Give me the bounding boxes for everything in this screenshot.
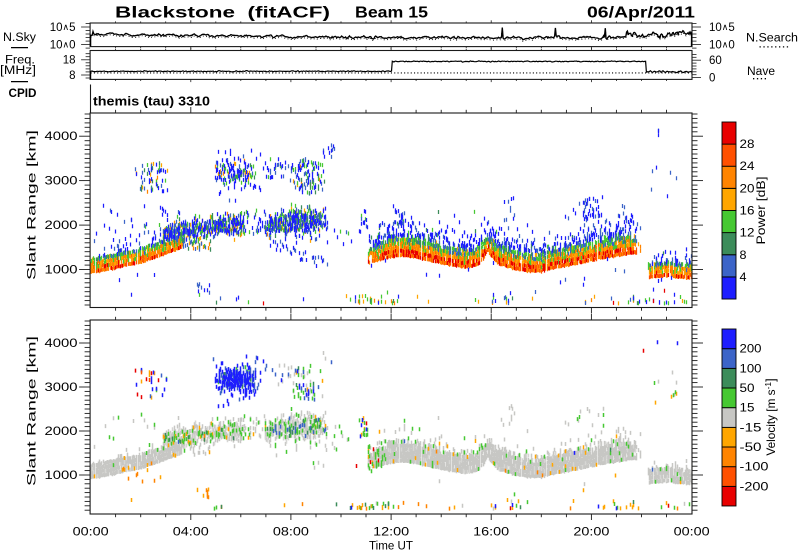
svg-text:10∧5: 10∧5 — [50, 22, 76, 34]
svg-text:18: 18 — [63, 55, 76, 67]
svg-text:Nave: Nave — [747, 66, 775, 78]
svg-text:-100: -100 — [740, 462, 769, 474]
svg-text:4000: 4000 — [45, 131, 78, 143]
svg-text:10∧5: 10∧5 — [709, 22, 735, 34]
svg-text:8: 8 — [740, 250, 747, 262]
svg-text:16: 16 — [740, 206, 755, 218]
svg-text:08:00: 08:00 — [273, 527, 309, 539]
svg-text:Blackstone (fitACF): Blackstone (fitACF) — [115, 5, 330, 22]
svg-text:[MHz]: [MHz] — [0, 65, 36, 77]
svg-text:N.Sky: N.Sky — [3, 32, 36, 44]
svg-text:00:00: 00:00 — [674, 527, 710, 539]
svg-text:00:00: 00:00 — [73, 527, 109, 539]
svg-text:12:00: 12:00 — [373, 527, 409, 539]
svg-text:2000: 2000 — [45, 220, 78, 232]
svg-text:Power [dB]: Power [dB] — [754, 177, 768, 245]
svg-text:60: 60 — [709, 55, 722, 67]
svg-text:04:00: 04:00 — [173, 527, 209, 539]
svg-text:CPID: CPID — [9, 88, 37, 100]
svg-text:0: 0 — [709, 72, 715, 84]
svg-text:Slant Range [km]: Slant Range [km] — [27, 130, 39, 280]
svg-text:Beam 15: Beam 15 — [355, 5, 428, 22]
svg-text:20: 20 — [740, 183, 755, 195]
svg-text:3000: 3000 — [45, 176, 78, 188]
svg-text:15: 15 — [740, 403, 755, 415]
svg-text:24: 24 — [740, 161, 756, 173]
svg-text:16:00: 16:00 — [473, 527, 509, 539]
svg-text:Freq.: Freq. — [5, 55, 35, 67]
svg-text:themis (tau) 3310: themis (tau) 3310 — [93, 95, 210, 109]
svg-text:-50: -50 — [740, 442, 762, 454]
svg-text:Velocity [m s-1]: Velocity [m s-1] — [763, 378, 778, 455]
svg-text:Time UT: Time UT — [369, 541, 413, 553]
svg-text:4000: 4000 — [45, 338, 78, 350]
svg-text:N.Search: N.Search — [746, 32, 798, 44]
svg-text:10∧0: 10∧0 — [50, 39, 76, 51]
svg-text:8: 8 — [69, 70, 75, 82]
svg-text:20:00: 20:00 — [573, 527, 609, 539]
svg-text:50: 50 — [740, 383, 755, 395]
svg-text:1000: 1000 — [45, 265, 78, 277]
svg-text:4: 4 — [740, 272, 748, 284]
svg-text:-200: -200 — [740, 481, 769, 493]
svg-text:12: 12 — [740, 228, 755, 240]
svg-text:1000: 1000 — [45, 470, 78, 482]
svg-text:2000: 2000 — [45, 426, 78, 438]
svg-text:-15: -15 — [740, 422, 762, 434]
svg-text:100: 100 — [740, 363, 762, 375]
svg-text:28: 28 — [740, 139, 755, 151]
svg-text:3000: 3000 — [45, 382, 78, 394]
svg-text:Slant Range [km]: Slant Range [km] — [27, 336, 39, 486]
svg-text:06/Apr/2011: 06/Apr/2011 — [587, 5, 695, 22]
svg-text:200: 200 — [740, 344, 762, 356]
svg-text:10∧0: 10∧0 — [709, 39, 735, 51]
